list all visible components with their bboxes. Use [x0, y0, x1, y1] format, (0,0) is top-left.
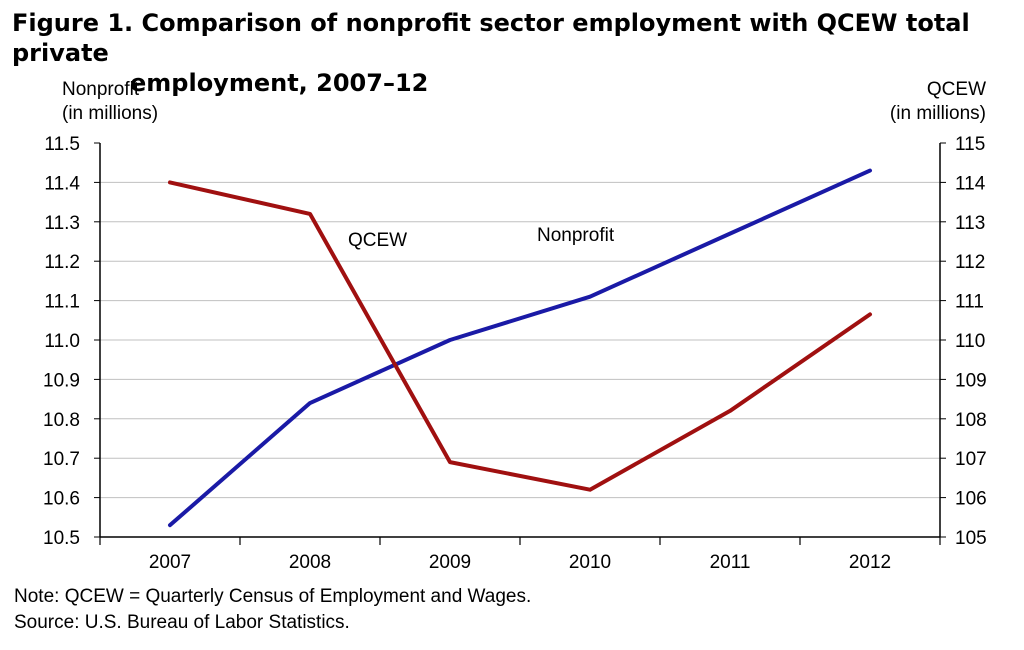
x-tick-label: 2007: [149, 552, 191, 573]
x-tick-label: 2009: [429, 552, 471, 573]
left-y-tick-label: 11.4: [44, 173, 80, 194]
left-y-tick-label: 10.7: [43, 449, 80, 470]
x-tick-label: 2011: [710, 552, 751, 573]
left-axis-title-line-1: Nonprofit: [62, 79, 140, 100]
qcew-series-label: QCEW: [348, 230, 407, 251]
right-y-tick-label: 109: [955, 370, 987, 391]
x-tick-label: 2008: [289, 552, 331, 573]
left-y-tick-label: 10.9: [43, 370, 80, 391]
nonprofit-series-line: [168, 168, 872, 528]
chart-title-line-2: employment, 2007–12: [130, 69, 429, 97]
right-y-tick-label: 105: [955, 528, 987, 549]
left-axis-title-line-2: (in millions): [62, 103, 159, 124]
chart-footnote: Note: QCEW = Quarterly Census of Employm…: [14, 584, 531, 636]
chart-title: Figure 1. Comparison of nonprofit sector…: [12, 8, 1012, 98]
chart-title-line-1: Figure 1. Comparison of nonprofit sector…: [12, 9, 970, 67]
right-y-tick-label: 106: [955, 489, 987, 510]
right-y-tick-label: 111: [955, 292, 984, 313]
x-tick-label: 2012: [849, 552, 891, 573]
right-axis-title-line-1: QCEW: [926, 79, 986, 100]
nonprofit-series-label: Nonprofit: [537, 225, 615, 246]
right-y-tick-label: 110: [955, 331, 985, 352]
left-y-tick-label: 10.8: [43, 410, 80, 431]
right-y-tick-label: 112: [955, 252, 985, 273]
left-y-tick-label: 11.1: [44, 292, 80, 313]
x-tick-label: 2010: [569, 552, 611, 573]
source-text: Source: U.S. Bureau of Labor Statistics.: [14, 612, 350, 633]
right-y-tick-label: 114: [955, 173, 986, 194]
left-y-tick-label: 11.3: [44, 213, 80, 234]
right-y-tick-label: 107: [955, 449, 987, 470]
right-axis-title: QCEW (in millions): [890, 78, 986, 126]
left-axis-title: Nonprofit (in millions): [62, 78, 158, 126]
right-axis-title-line-2: (in millions): [889, 103, 986, 124]
left-y-tick-label: 11.2: [44, 252, 80, 273]
note-text: Note: QCEW = Quarterly Census of Employm…: [14, 586, 532, 607]
left-y-tick-label: 10.5: [43, 528, 80, 549]
right-y-tick-label: 113: [955, 213, 985, 234]
left-y-tick-label: 11.5: [44, 134, 80, 155]
right-y-tick-label: 115: [955, 134, 985, 155]
left-y-tick-label: 10.6: [43, 489, 80, 510]
left-y-tick-label: 11.0: [44, 331, 80, 352]
right-y-tick-label: 108: [955, 410, 987, 431]
qcew-series-line: [168, 180, 872, 492]
